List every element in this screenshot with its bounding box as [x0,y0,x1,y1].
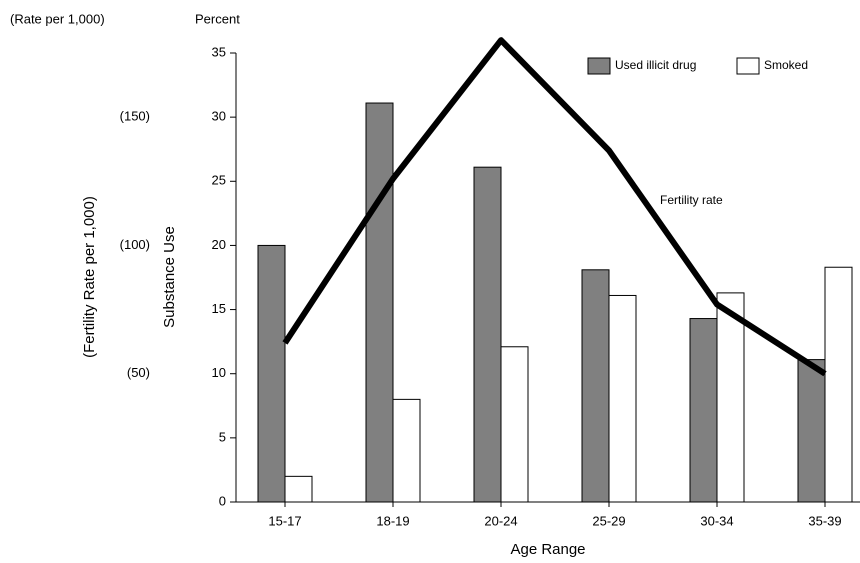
y2-tick-label: (150) [120,109,150,124]
x-tick-label: 20-24 [484,513,517,528]
legend-swatch [736,57,760,75]
bar [824,266,853,503]
y-tick-label: 20 [212,237,226,252]
bar [284,475,313,503]
bar [500,346,529,503]
x-tick-label: 35-39 [808,513,841,528]
y2-label: (Fertility Rate per 1,000) [81,196,98,358]
y-tick-label: 35 [212,44,226,59]
legend-label: Smoked [764,58,808,72]
bar [473,166,502,503]
y-tick-label: 25 [212,173,226,188]
y-tick-label: 10 [212,365,226,380]
bar [689,318,718,503]
x-tick-label: 18-19 [376,513,409,528]
x-tick-label: 25-29 [592,513,625,528]
y-title: Percent [195,11,240,26]
y-tick-label: 15 [212,301,226,316]
y-label: Substance Use [161,226,178,328]
y2-tick-label: (100) [120,237,150,252]
x-tick-label: 15-17 [268,513,301,528]
y2-title: (Rate per 1,000) [10,11,105,26]
legend-swatch [587,57,611,75]
bar [716,292,745,503]
bar [608,294,637,503]
bar [797,359,826,503]
x-tick-label: 30-34 [700,513,733,528]
legend-label: Used illicit drug [615,58,696,72]
bar [392,398,421,503]
bar [581,269,610,503]
y-tick-label: 30 [212,109,226,124]
annotation: Fertility rate [660,193,723,207]
y2-tick-label: (50) [127,365,150,380]
y-tick-label: 5 [219,429,226,444]
bar [257,244,286,503]
fertility-line [282,37,827,377]
y-tick-label: 0 [219,493,226,508]
bar [365,102,394,503]
x-label: Age Range [510,541,585,558]
